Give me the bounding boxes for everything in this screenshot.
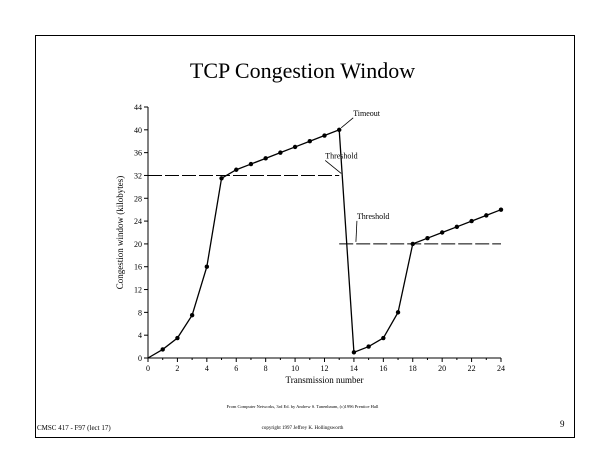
data-point xyxy=(498,207,504,212)
x-tick-label: 14 xyxy=(350,364,358,373)
data-point xyxy=(160,347,165,352)
data-point xyxy=(263,156,268,161)
data-point xyxy=(395,310,401,315)
x-tick-label: 16 xyxy=(379,364,387,373)
annotation-pointer xyxy=(340,117,354,129)
course-footer: CMSC 417 - F97 (lect 17) xyxy=(37,424,111,432)
data-point xyxy=(484,213,489,218)
data-point xyxy=(454,224,460,229)
data-point xyxy=(248,161,254,167)
y-tick-label: 28 xyxy=(134,194,142,203)
annotation-label: Timeout xyxy=(353,109,381,118)
y-tick-label: 16 xyxy=(134,263,142,272)
page-number: 9 xyxy=(560,419,565,429)
data-point xyxy=(469,218,474,224)
x-tick-label: 18 xyxy=(409,364,417,373)
y-tick-label: 32 xyxy=(134,171,142,180)
data-point xyxy=(439,230,445,235)
y-tick-label: 4 xyxy=(138,331,142,340)
y-tick-label: 24 xyxy=(134,217,142,226)
data-point xyxy=(307,139,312,144)
x-tick-label: 0 xyxy=(146,364,150,373)
x-tick-label: 10 xyxy=(291,364,299,373)
slide-frame xyxy=(35,35,575,438)
data-point xyxy=(381,335,386,341)
x-tick-label: 8 xyxy=(264,364,268,373)
x-tick-label: 20 xyxy=(438,364,446,373)
data-point xyxy=(219,176,224,181)
credit-text: From Computer Networks, 3rd Ed. by Andre… xyxy=(226,404,379,409)
y-tick-label: 44 xyxy=(134,103,142,112)
annotation-pointer xyxy=(355,220,358,242)
data-point xyxy=(322,133,327,138)
x-tick-label: 12 xyxy=(321,364,329,373)
data-point xyxy=(366,344,371,349)
y-axis-label: Congestion window (kilobytes) xyxy=(115,176,125,290)
data-point xyxy=(351,350,357,355)
x-tick-label: 22 xyxy=(468,364,476,373)
copyright-footer: copyright 1997 Jeffrey K. Hollingsworth xyxy=(261,426,344,431)
slide-title: TCP Congestion Window xyxy=(189,58,416,83)
annotation-label: Threshold xyxy=(325,151,357,160)
data-point xyxy=(410,241,415,247)
data-point xyxy=(292,144,298,150)
x-tick-label: 24 xyxy=(497,364,505,373)
y-tick-label: 20 xyxy=(134,240,142,249)
y-tick-label: 8 xyxy=(138,308,142,317)
data-point xyxy=(278,150,283,155)
y-tick-label: 36 xyxy=(134,149,142,158)
annotation-label: Threshold xyxy=(357,212,389,221)
x-tick-label: 2 xyxy=(175,364,179,373)
data-point xyxy=(234,167,239,172)
data-point xyxy=(337,127,342,133)
y-tick-label: 40 xyxy=(134,126,142,135)
y-tick-label: 0 xyxy=(138,354,142,363)
x-tick-label: 6 xyxy=(234,364,238,373)
x-tick-label: 4 xyxy=(205,364,209,373)
data-point xyxy=(189,313,195,318)
x-axis-label: Transmission number xyxy=(286,375,364,385)
y-tick-label: 12 xyxy=(134,286,142,295)
annotation-pointer xyxy=(324,160,342,174)
data-point xyxy=(425,236,430,241)
data-point xyxy=(204,264,210,269)
data-point xyxy=(175,335,180,341)
